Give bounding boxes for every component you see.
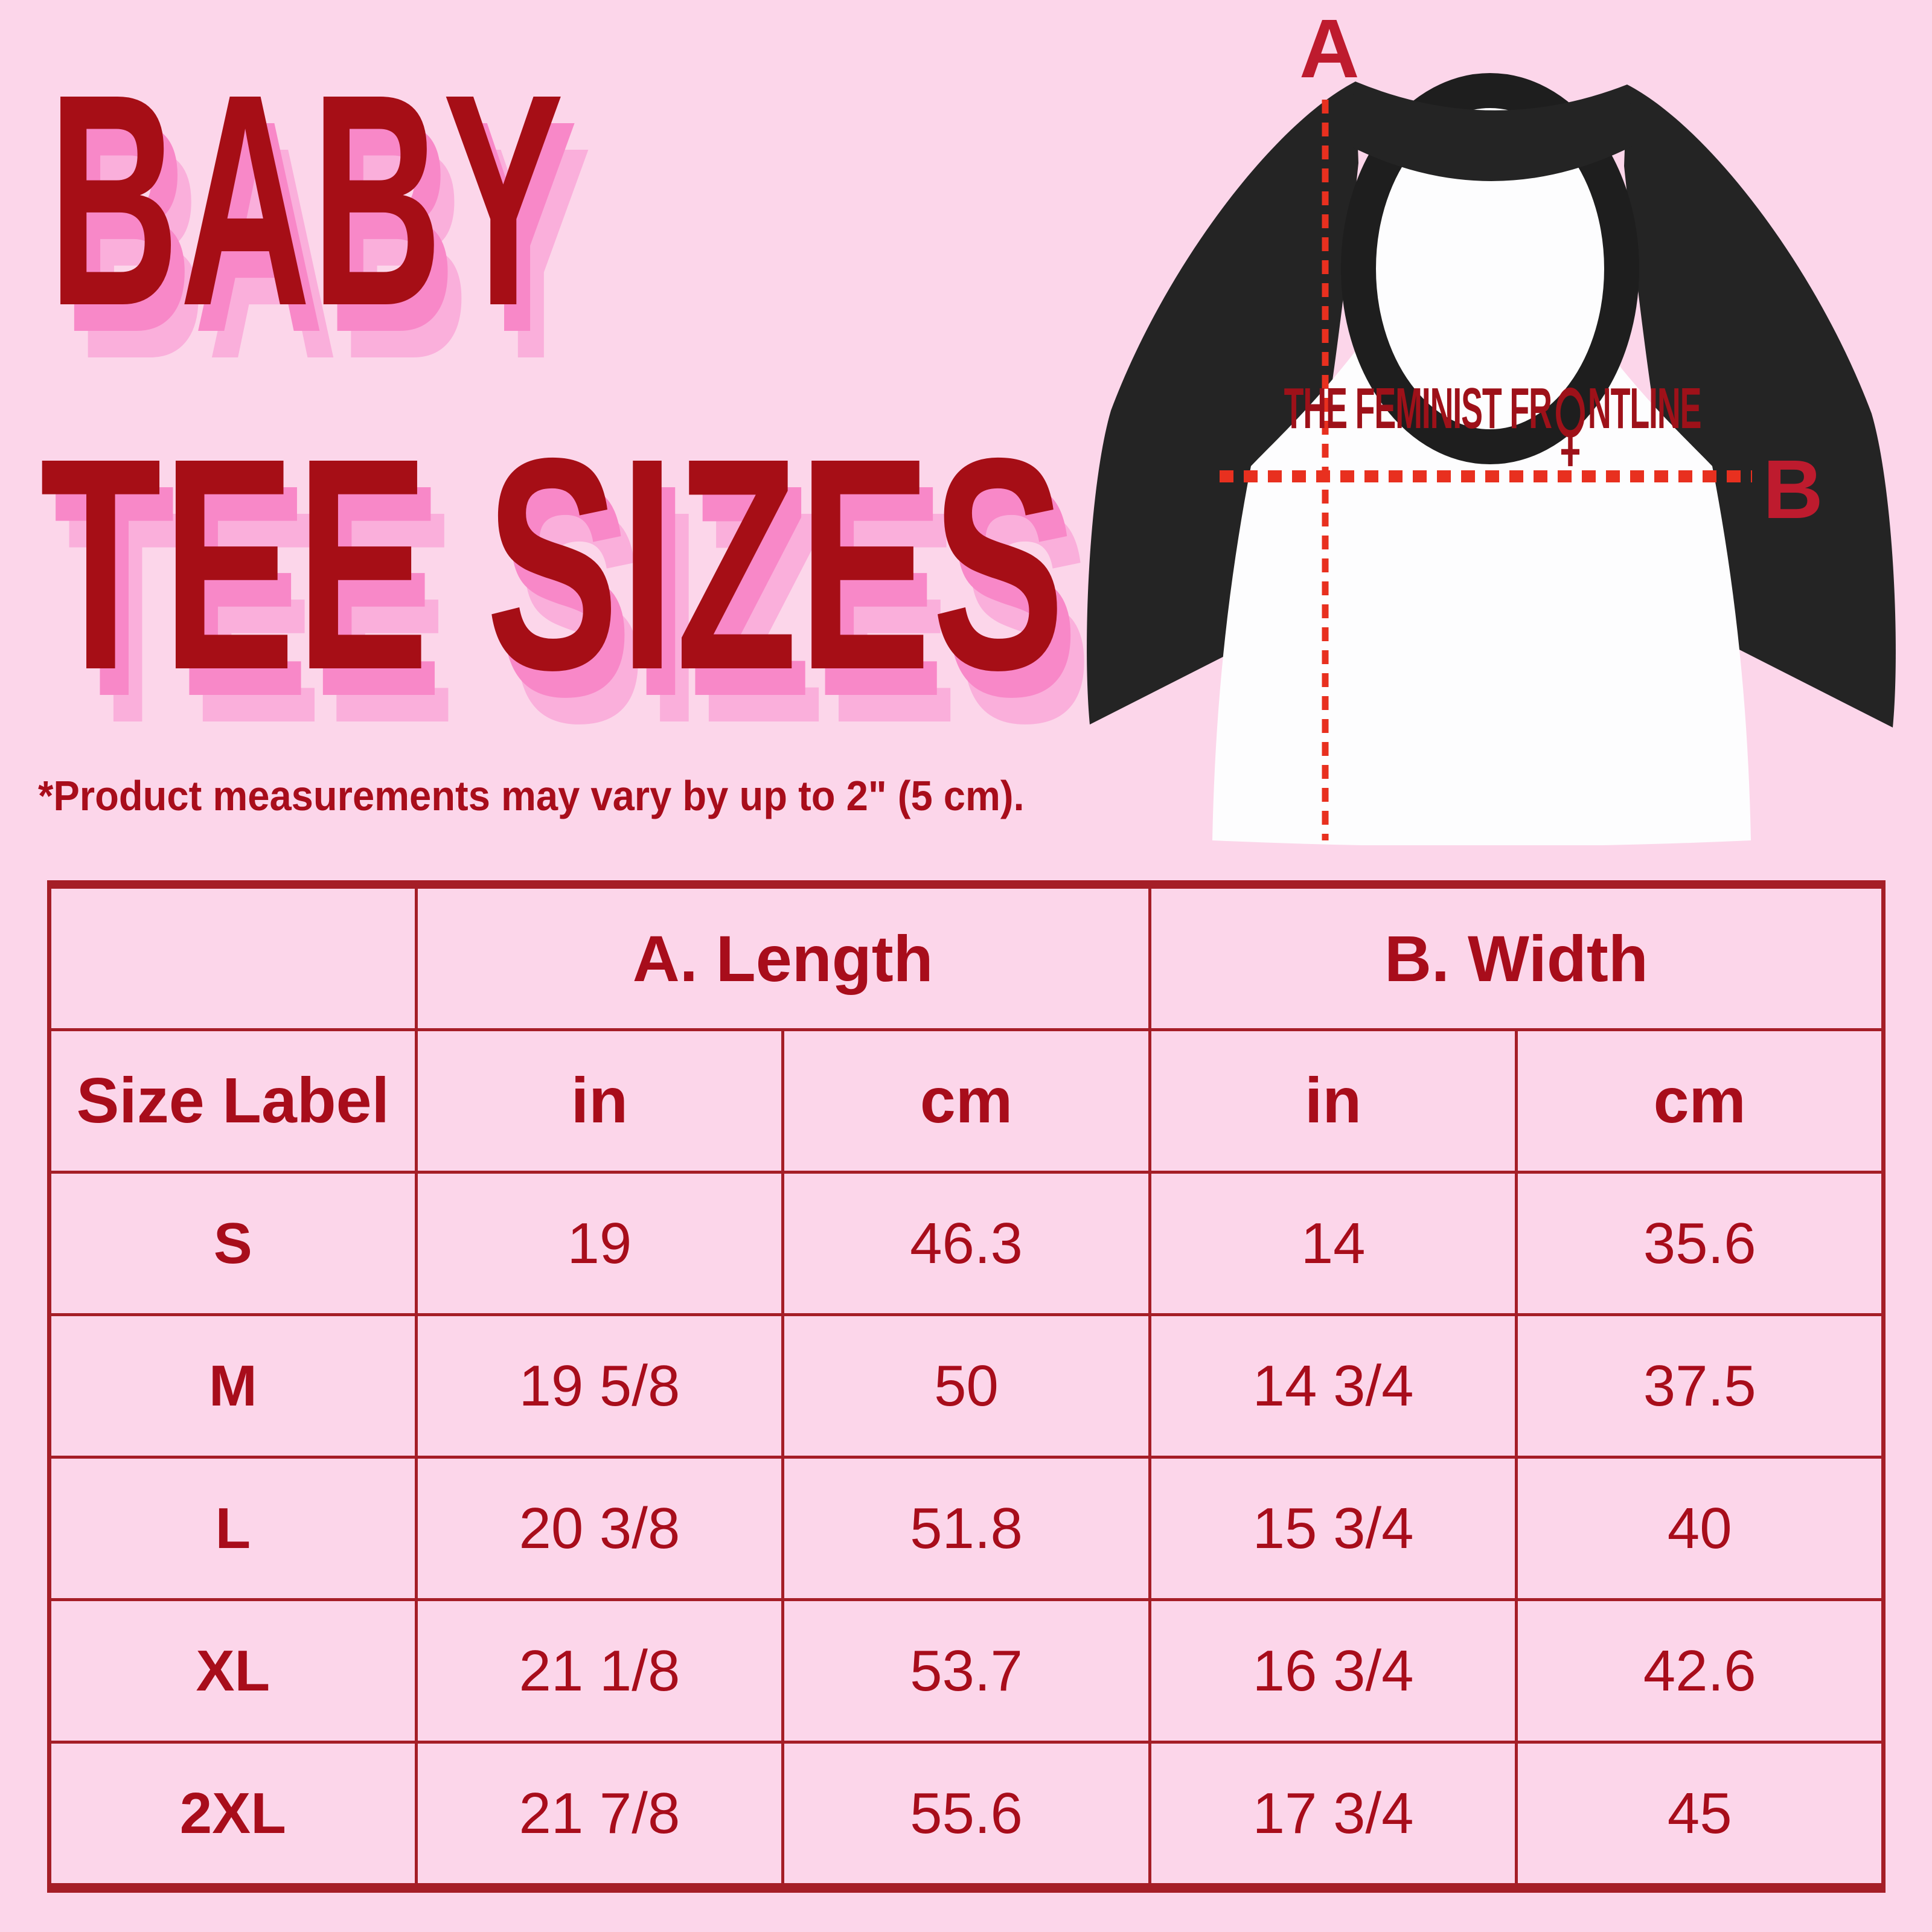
col-header-length-in: in: [414, 1028, 785, 1174]
size-label-cell: XL: [48, 1598, 418, 1744]
width-cm-cell: 45: [1515, 1741, 1885, 1890]
width-in-cell: 14: [1148, 1171, 1518, 1316]
tshirt-collar-trim: [1341, 73, 1639, 464]
width-cm-cell: 42.6: [1515, 1598, 1885, 1744]
measure-label-a: A: [1299, 2, 1360, 95]
length-cm-cell: 51.8: [781, 1456, 1151, 1601]
size-label-cell: S: [48, 1171, 418, 1316]
length-in-cell: 19: [414, 1171, 785, 1316]
tshirt-graphic: [1087, 73, 1896, 846]
width-cm-cell: 37.5: [1515, 1313, 1885, 1459]
tshirt-print-suffix: NTLINE: [1587, 376, 1702, 441]
table-row: XL 21 1/8 53.7 16 3/4 42.6: [48, 1598, 1885, 1744]
width-in-cell: 17 3/4: [1148, 1741, 1518, 1890]
width-in-cell: 14 3/4: [1148, 1313, 1518, 1459]
measurement-disclaimer-note: *Product measurements may vary by up to …: [38, 772, 1025, 819]
group-header-row: A. Length B. Width: [48, 883, 1886, 1031]
size-label-cell: L: [48, 1456, 418, 1601]
size-label-cell: M: [48, 1313, 418, 1459]
size-label-cell: 2XL: [48, 1741, 418, 1890]
width-cm-cell: 40: [1515, 1456, 1885, 1601]
length-cm-cell: 46.3: [781, 1171, 1151, 1316]
size-chart-table: A. Length B. Width Size Label in cm in c…: [47, 880, 1886, 1893]
width-cm-cell: 35.6: [1515, 1171, 1885, 1316]
length-cm-cell: 50: [781, 1313, 1151, 1459]
table-row: M 19 5/8 50 14 3/4 37.5: [48, 1313, 1885, 1459]
group-header-blank: [48, 883, 418, 1031]
length-in-cell: 21 1/8: [414, 1598, 785, 1744]
col-header-width-in: in: [1148, 1028, 1518, 1174]
measure-label-b: B: [1763, 443, 1823, 536]
group-header-width: B. Width: [1148, 883, 1886, 1031]
width-in-cell: 16 3/4: [1148, 1598, 1518, 1744]
page-title-line-2: TEE SIZES: [40, 395, 1066, 732]
female-symbol-icon: ♀: [1551, 369, 1589, 476]
tshirt-neck-hole: [1358, 91, 1622, 447]
length-in-cell: 21 7/8: [414, 1741, 785, 1890]
table-row: S 19 46.3 14 35.6: [48, 1171, 1885, 1316]
col-header-width-cm: cm: [1515, 1028, 1885, 1174]
sub-header-row: Size Label in cm in cm: [48, 1028, 1885, 1174]
length-in-cell: 20 3/8: [414, 1456, 785, 1601]
tshirt-body: [1212, 305, 1751, 846]
length-cm-cell: 53.7: [781, 1598, 1151, 1744]
tshirt-diagram: [1075, 66, 1899, 846]
length-in-cell: 19 5/8: [414, 1313, 785, 1459]
width-in-cell: 15 3/4: [1148, 1456, 1518, 1601]
tshirt-shoulder-band: [1345, 82, 1637, 181]
tshirt-print-prefix: THE FEMINIST FR: [1284, 376, 1552, 441]
table-row: 2XL 21 7/8 55.6 17 3/4 45: [48, 1741, 1885, 1890]
col-header-size-label: Size Label: [48, 1028, 418, 1174]
tshirt-print-text: THE FEMINIST FR♀NTLINE: [1284, 376, 1702, 469]
page-title-line-1: BABY: [48, 31, 565, 368]
col-header-length-cm: cm: [781, 1028, 1151, 1174]
length-cm-cell: 55.6: [781, 1741, 1151, 1890]
group-header-length: A. Length: [414, 883, 1151, 1031]
table-row: L 20 3/8 51.8 15 3/4 40: [48, 1456, 1885, 1601]
